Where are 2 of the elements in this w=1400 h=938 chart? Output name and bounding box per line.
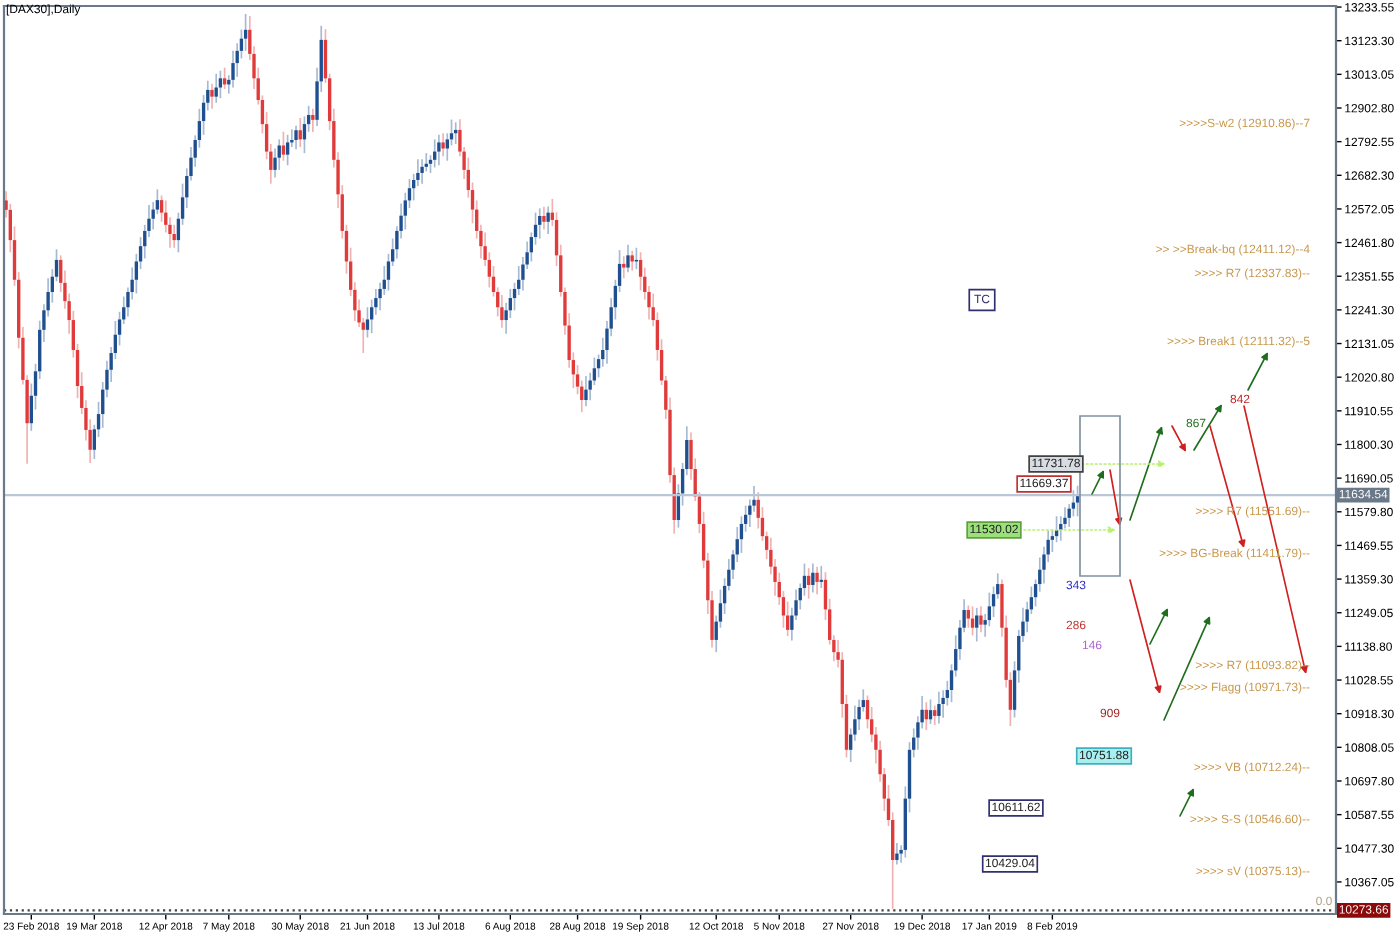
candlestick: [290, 128, 294, 148]
candlestick: [899, 844, 903, 864]
